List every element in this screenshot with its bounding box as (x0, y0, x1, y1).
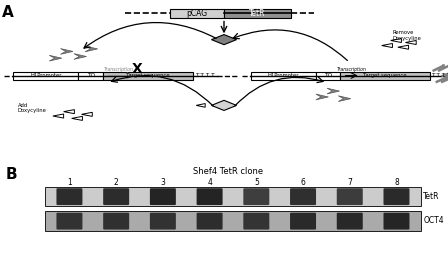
Text: pCAG: pCAG (186, 9, 208, 18)
Text: B: B (5, 167, 17, 182)
FancyBboxPatch shape (150, 188, 176, 205)
Text: Shef4 TetR clone: Shef4 TetR clone (194, 167, 263, 176)
FancyBboxPatch shape (290, 213, 316, 230)
Text: Add
Doxycyline: Add Doxycyline (18, 103, 47, 113)
Text: T T T T: T T T T (195, 73, 215, 78)
FancyBboxPatch shape (45, 187, 421, 206)
FancyBboxPatch shape (224, 9, 291, 18)
Text: 2: 2 (114, 178, 119, 187)
Text: TO: TO (324, 73, 332, 78)
FancyBboxPatch shape (243, 213, 269, 230)
Polygon shape (211, 35, 237, 45)
FancyBboxPatch shape (45, 211, 421, 231)
Polygon shape (60, 49, 73, 54)
Text: TetR: TetR (423, 192, 440, 201)
Polygon shape (196, 104, 205, 107)
Polygon shape (316, 94, 328, 100)
FancyBboxPatch shape (103, 72, 193, 80)
Polygon shape (74, 54, 86, 59)
Text: T T T T: T T T T (431, 73, 448, 78)
FancyBboxPatch shape (251, 72, 316, 80)
Polygon shape (53, 114, 64, 118)
Text: 8: 8 (394, 178, 399, 187)
Text: Remove
Doxycyline: Remove Doxycyline (392, 30, 421, 41)
FancyBboxPatch shape (337, 188, 363, 205)
Polygon shape (64, 110, 74, 114)
Text: Transcription: Transcription (104, 67, 134, 72)
Polygon shape (82, 112, 92, 116)
Text: 6: 6 (301, 178, 306, 187)
FancyBboxPatch shape (316, 72, 340, 80)
Text: 3: 3 (160, 178, 165, 187)
Text: 5: 5 (254, 178, 259, 187)
Text: H1Promoter: H1Promoter (30, 73, 62, 78)
FancyBboxPatch shape (337, 213, 363, 230)
Polygon shape (85, 46, 98, 52)
Polygon shape (72, 116, 82, 120)
Text: Transcription: Transcription (337, 67, 366, 72)
FancyBboxPatch shape (197, 188, 223, 205)
FancyBboxPatch shape (103, 188, 129, 205)
FancyBboxPatch shape (197, 213, 223, 230)
FancyBboxPatch shape (243, 188, 269, 205)
Polygon shape (391, 38, 401, 42)
Polygon shape (327, 88, 340, 94)
FancyBboxPatch shape (13, 72, 78, 80)
FancyBboxPatch shape (56, 188, 82, 205)
FancyBboxPatch shape (290, 188, 316, 205)
Text: Target sequence: Target sequence (126, 73, 170, 78)
FancyBboxPatch shape (383, 213, 409, 230)
Text: 4: 4 (207, 178, 212, 187)
FancyBboxPatch shape (103, 213, 129, 230)
Text: 7: 7 (347, 178, 352, 187)
Text: TetR: TetR (250, 9, 266, 18)
FancyBboxPatch shape (340, 72, 430, 80)
Text: TO: TO (86, 73, 95, 78)
FancyBboxPatch shape (78, 72, 103, 80)
Polygon shape (49, 55, 62, 61)
Text: OCT4: OCT4 (423, 216, 444, 225)
FancyBboxPatch shape (150, 213, 176, 230)
FancyBboxPatch shape (56, 213, 82, 230)
Polygon shape (338, 96, 351, 101)
Polygon shape (382, 44, 392, 48)
Polygon shape (211, 100, 237, 110)
Text: 1: 1 (67, 178, 72, 187)
Text: X: X (131, 63, 142, 76)
FancyBboxPatch shape (170, 9, 224, 18)
Text: A: A (2, 5, 14, 20)
Polygon shape (405, 41, 416, 45)
FancyBboxPatch shape (383, 188, 409, 205)
Text: H1Promoter: H1Promoter (267, 73, 299, 78)
Polygon shape (398, 45, 409, 49)
Text: Target sequence: Target sequence (363, 73, 407, 78)
